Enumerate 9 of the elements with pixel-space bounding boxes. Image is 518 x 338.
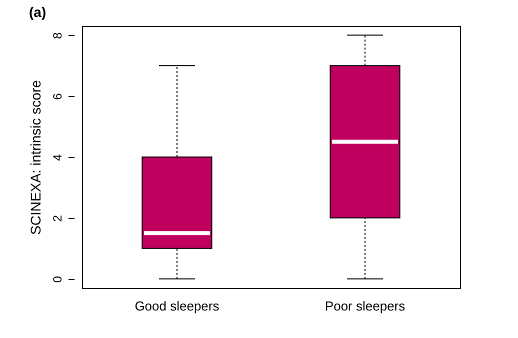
y-tick-label: 6 [50,92,64,100]
x-tick-label: Good sleepers [134,298,220,314]
y-tick-label: 0 [50,276,64,283]
chart-title: (a) [29,4,46,20]
x-tick-label: Poor sleepers [324,298,406,314]
y-axis-title: SCINEXA: intrinsic score [28,80,44,235]
y-tick-label: 8 [50,32,64,39]
y-tick-label: 4 [50,154,64,161]
y-tick-label: 2 [50,214,64,222]
